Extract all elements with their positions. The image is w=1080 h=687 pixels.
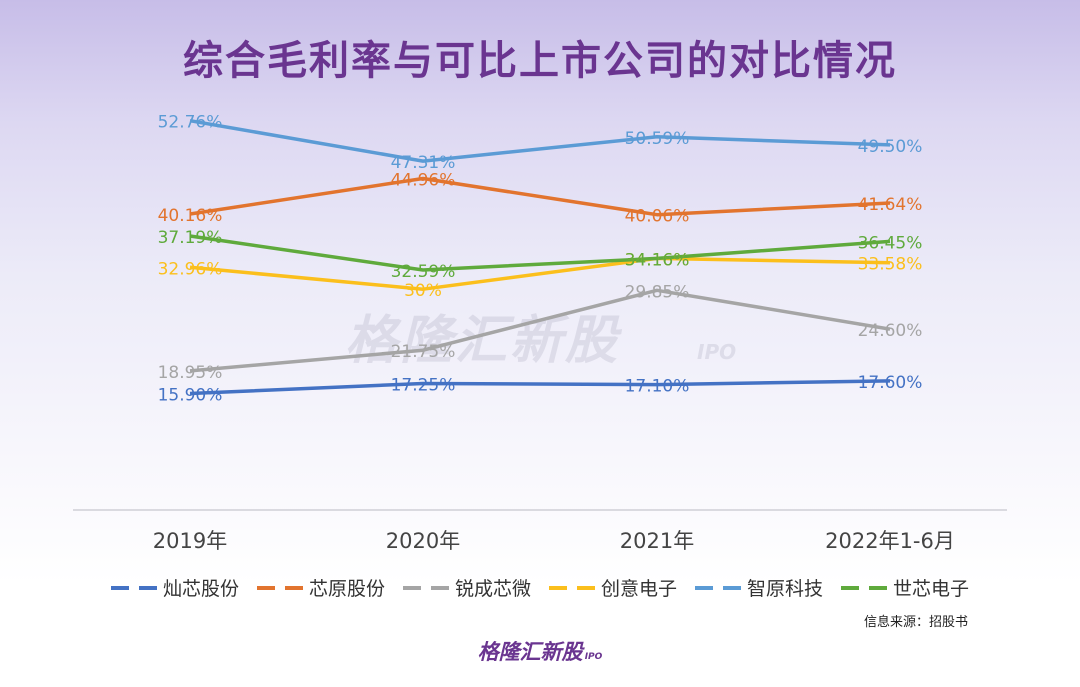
legend-label: 智原科技 [747,578,824,600]
data-label: 40.06% [625,207,690,227]
data-label: 50.59% [625,129,690,149]
x-tick-label: 2020年 [386,529,460,553]
series-line-3 [189,256,891,291]
legend-swatch [695,585,742,590]
series-line-0 [189,379,891,396]
data-label: 30% [404,281,442,301]
data-label: 34.16% [625,250,690,270]
chart-title: 综合毛利率与可比上市公司的对比情况 [183,38,897,84]
legend-label: 灿芯股份 [162,578,239,600]
x-tick-label: 2021年 [620,529,694,553]
data-label: 29.85% [625,282,690,302]
legend-swatch [841,585,888,590]
legend: 灿芯股份 芯原股份 锐成芯微 创意电子 智原科技 世芯电子 [0,574,1080,601]
legend-item: 灿芯股份 [110,574,239,601]
line-chart: 2019年 2020年 2021年 2022年1-6月 15.90% 17.25% 17.1… [73,113,1007,553]
legend-swatch [402,585,449,590]
data-label: 44.96% [391,171,456,191]
data-label: 40.16% [158,206,223,226]
data-label: 32.59% [391,262,456,282]
legend-swatch [256,585,303,590]
legend-item: 智原科技 [695,574,823,601]
series-line-5 [189,234,891,272]
legend-swatch [110,585,157,590]
x-tick-label: 2019年 [153,529,227,553]
legend-item: 芯原股份 [256,574,385,601]
series-line-4 [189,118,891,163]
legend-item: 创意电子 [549,574,677,601]
watermark-sub: IPO [697,340,737,364]
legend-label: 世芯电子 [893,578,970,600]
data-label: 34.16% [625,250,690,270]
data-label: 37.19% [158,228,223,248]
watermark: 格隆汇新股 [345,311,621,371]
data-label: 32.96% [158,259,223,279]
data-label: 24.60% [858,321,923,341]
series-line-2 [189,288,891,373]
legend-item: 锐成芯微 [402,574,531,601]
data-label: 18.95% [158,363,223,383]
source-note: 信息来源：招股书 [863,615,968,630]
data-label: 49.50% [858,137,923,157]
legend-label: 芯原股份 [308,578,385,600]
brand-name: 格隆汇新股 [477,640,583,664]
legend-swatch [549,585,595,590]
data-label: 33.58% [858,255,923,275]
data-label: 52.76% [158,113,223,133]
x-tick-label: 2022年1-6月 [825,529,955,553]
data-label: 47.31% [391,153,456,173]
data-label: 41.64% [858,195,923,215]
brand-logo: 格隆汇新股 IPO [0,636,1080,666]
legend-label: 锐成芯微 [454,578,531,600]
data-label: 17.25% [391,376,456,396]
legend-label: 创意电子 [601,578,678,600]
data-label: 17.10% [625,377,690,397]
data-label: 21.75% [391,342,456,362]
data-label: 17.60% [858,373,923,393]
data-label: 15.90% [158,386,223,406]
data-label: 36.45% [858,233,923,253]
legend-item: 世芯电子 [841,574,969,601]
series-line-1 [189,176,891,217]
brand-sub: IPO [584,652,603,662]
